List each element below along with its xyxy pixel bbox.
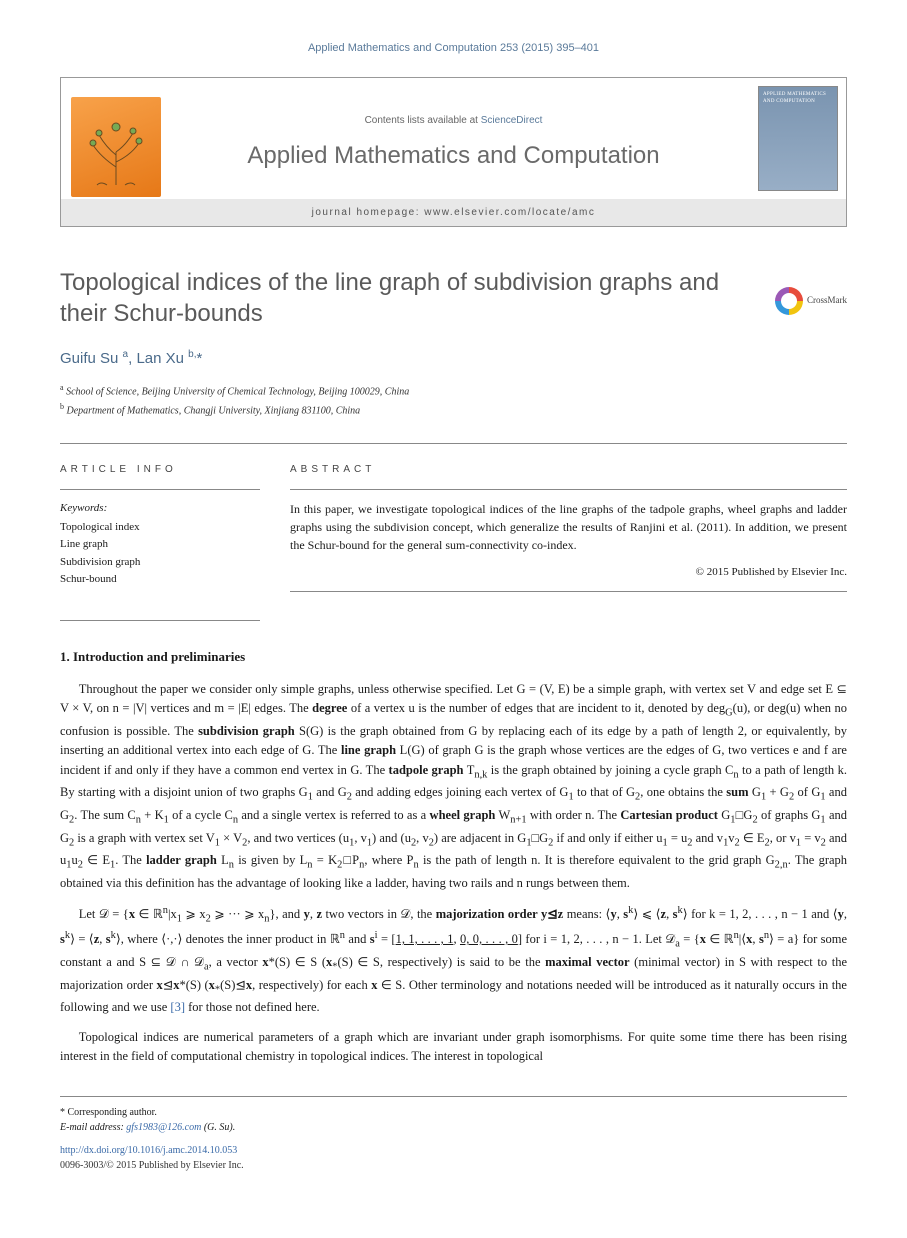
crossmark-icon xyxy=(775,287,803,315)
running-head-link[interactable]: Applied Mathematics and Computation 253 … xyxy=(308,42,599,54)
section-1-heading: 1. Introduction and preliminaries xyxy=(60,647,847,667)
journal-homepage-line: journal homepage: www.elsevier.com/locat… xyxy=(61,199,846,226)
running-head: Applied Mathematics and Computation 253 … xyxy=(60,40,847,57)
affiliation-b: b Department of Mathematics, Changji Uni… xyxy=(60,401,847,419)
journal-cover-thumbnail[interactable]: APPLIED MATHEMATICS AND COMPUTATION xyxy=(758,86,838,191)
abstract-column: ABSTRACT In this paper, we investigate t… xyxy=(290,462,847,592)
keyword: Topological index xyxy=(60,519,260,537)
crossmark-label: CrossMark xyxy=(807,294,847,308)
abstract-text: In this paper, we investigate topologica… xyxy=(290,500,847,554)
issn-line: 0096-3003/© 2015 Published by Elsevier I… xyxy=(60,1158,847,1173)
keywords-label: Keywords: xyxy=(60,500,260,517)
journal-title: Applied Mathematics and Computation xyxy=(247,138,659,174)
body-paragraph-2: Let 𝒟 = {x ∈ ℝn|x1 ⩾ x2 ⩾ ··· ⩾ xn}, and… xyxy=(60,903,847,1017)
contents-available-line: Contents lists available at ScienceDirec… xyxy=(365,113,543,128)
article-title: Topological indices of the line graph of… xyxy=(60,267,740,329)
authors-line: Guifu Su a, Lan Xu b,* xyxy=(60,347,847,371)
footnotes: * Corresponding author. E-mail address: … xyxy=(60,1096,847,1173)
abstract-label: ABSTRACT xyxy=(290,462,847,477)
sciencedirect-link[interactable]: ScienceDirect xyxy=(481,115,543,126)
doi-link[interactable]: http://dx.doi.org/10.1016/j.amc.2014.10.… xyxy=(60,1145,237,1156)
corresponding-author-note: * Corresponding author. xyxy=(60,1105,847,1120)
article-info-column: ARTICLE INFO Keywords: Topological index… xyxy=(60,462,260,592)
author-email-link[interactable]: gfs1983@126.com xyxy=(126,1122,201,1133)
keyword: Schur-bound xyxy=(60,571,260,589)
affiliation-a: a School of Science, Beijing University … xyxy=(60,382,847,400)
article-info-label: ARTICLE INFO xyxy=(60,462,260,477)
elsevier-tree-icon xyxy=(71,97,161,197)
crossmark-badge[interactable]: CrossMark xyxy=(775,287,847,315)
keyword: Line graph xyxy=(60,536,260,554)
journal-header-box: ELSEVIER Contents lists available at Sci… xyxy=(60,77,847,227)
body-paragraph-1: Throughout the paper we consider only si… xyxy=(60,680,847,893)
abstract-copyright: © 2015 Published by Elsevier Inc. xyxy=(290,564,847,581)
doi-line: http://dx.doi.org/10.1016/j.amc.2014.10.… xyxy=(60,1143,847,1158)
divider xyxy=(60,443,847,444)
email-line: E-mail address: gfs1983@126.com (G. Su). xyxy=(60,1120,847,1135)
keywords-list: Topological index Line graph Subdivision… xyxy=(60,519,260,589)
body-paragraph-3: Topological indices are numerical parame… xyxy=(60,1028,847,1067)
affiliations: a School of Science, Beijing University … xyxy=(60,382,847,419)
keyword: Subdivision graph xyxy=(60,554,260,572)
